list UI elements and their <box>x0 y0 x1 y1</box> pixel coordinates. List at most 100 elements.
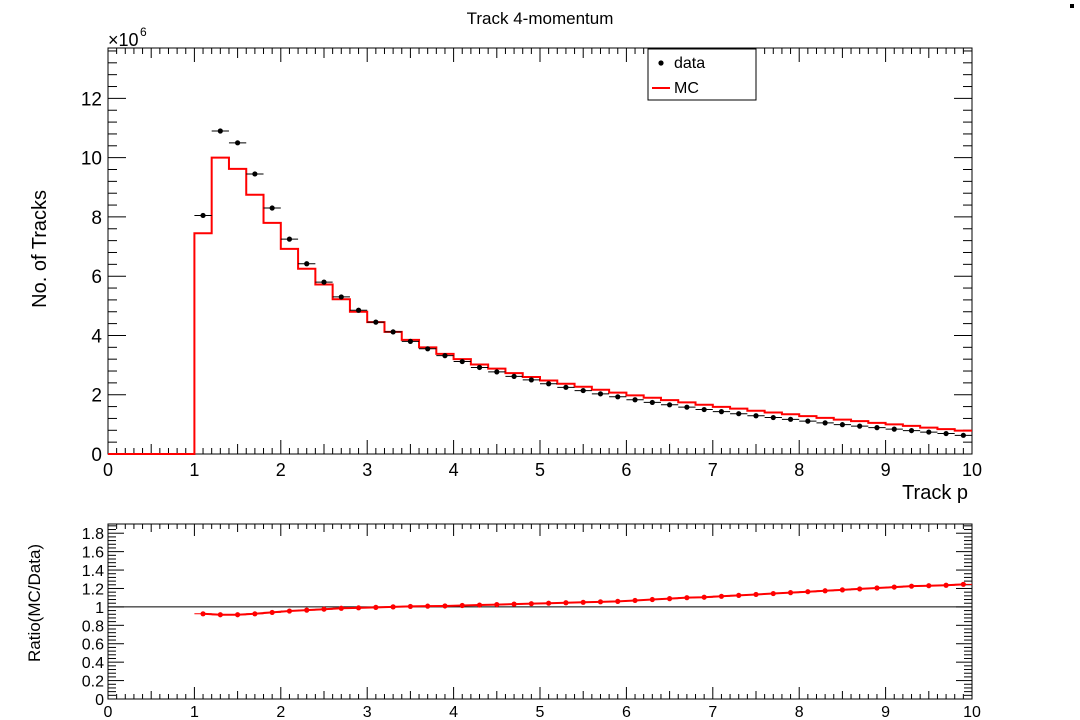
ratio-point <box>563 600 569 606</box>
data-point <box>684 404 690 410</box>
ratio-panel: Ratio(MC/Data) 0 1 2 3 4 5 6 7 8 9 10 00.2 0.40.6 0.8… <box>25 523 981 720</box>
data-point <box>874 425 880 431</box>
data-point <box>304 261 310 267</box>
data-point <box>753 413 759 419</box>
data-point <box>511 373 517 379</box>
x-tick-label: 1 <box>189 460 199 480</box>
y-tick-label: 0 <box>91 445 102 466</box>
ratio-point <box>511 601 517 607</box>
ratio-y-tick-label: 0.2 <box>82 674 104 691</box>
ratio-point <box>235 612 241 618</box>
data-point <box>736 411 742 417</box>
legend: data MC <box>647 48 757 101</box>
ratio-point <box>684 595 690 601</box>
y-tick-label: 8 <box>91 208 102 229</box>
data-point <box>908 427 915 434</box>
ratio-point <box>252 611 258 617</box>
x-tick-label: 5 <box>535 460 545 480</box>
data-point <box>667 402 673 408</box>
data-point <box>200 212 206 219</box>
ratio-x-tick-label: 4 <box>449 704 458 720</box>
data-points <box>194 128 972 438</box>
ratio-x-tick-label: 2 <box>276 704 285 720</box>
data-point <box>217 128 223 134</box>
data-point <box>718 409 725 415</box>
ratio-x-tick-label: 8 <box>795 704 804 720</box>
ratio-point <box>269 609 275 616</box>
ratio-x-tick-label: 6 <box>622 704 631 720</box>
ratio-point <box>908 583 915 589</box>
ratio-point <box>425 603 431 609</box>
data-point <box>286 236 293 242</box>
ratio-y-axis-label: Ratio(MC/Data) <box>25 544 44 662</box>
ratio-point <box>891 584 897 590</box>
ratio-point <box>321 606 327 612</box>
ratio-x-tick-label: 10 <box>963 704 981 720</box>
ratio-x-tick-label: 3 <box>363 704 372 720</box>
mc-step-line <box>108 156 972 455</box>
data-point <box>649 399 655 406</box>
ratio-point <box>390 604 396 610</box>
ratio-x-tick-label: 0 <box>104 704 113 720</box>
ratio-point <box>373 604 379 610</box>
ratio-point <box>459 602 465 609</box>
y-tick-label: 10 <box>81 149 102 170</box>
y-axis-label: No. of Tracks <box>29 190 51 308</box>
ratio-point <box>615 598 621 604</box>
x-tick-label: 2 <box>276 460 286 480</box>
x-tick-label: 8 <box>794 460 804 480</box>
ratio-x-tick-label: 5 <box>536 704 545 720</box>
data-point <box>926 429 932 435</box>
x-axis-label: Track p <box>902 482 968 504</box>
ratio-point <box>286 608 293 614</box>
data-point <box>615 394 621 400</box>
ratio-y-tick-label: 1.8 <box>82 526 104 543</box>
y-axis-multiplier-exponent: 6 <box>140 25 147 39</box>
ratio-y-tick-label: 1.6 <box>82 545 104 562</box>
ratio-point <box>546 600 552 606</box>
legend-entry-mc: MC <box>674 80 699 97</box>
ratio-point <box>580 599 586 605</box>
ratio-point <box>338 605 344 611</box>
data-point <box>822 420 828 426</box>
main-histogram-panel: Track 4-momentum ×10 6 No. of Tracks Tra… <box>29 9 982 504</box>
ratio-point <box>822 588 828 594</box>
ratio-point <box>597 599 604 605</box>
ratio-point <box>874 585 880 591</box>
ratio-point <box>736 592 742 598</box>
ratio-x-tick-label: 9 <box>881 704 890 720</box>
data-point <box>321 279 327 285</box>
ratio-point <box>304 607 310 613</box>
ratio-point <box>217 612 223 618</box>
ratio-point <box>528 601 534 607</box>
ratio-point <box>407 603 413 610</box>
x-tick-label: 7 <box>708 460 718 480</box>
legend-entry-data: data <box>674 55 705 72</box>
data-point <box>355 307 362 313</box>
data-point <box>857 423 863 429</box>
x-tick-label: 10 <box>962 460 982 480</box>
ratio-y-tick-label: 0 <box>95 692 104 709</box>
ratio-point <box>476 602 483 608</box>
data-point <box>580 387 586 394</box>
x-tick-label: 6 <box>621 460 631 480</box>
y-tick-label: 6 <box>91 267 102 288</box>
data-point <box>494 369 500 375</box>
data-point <box>528 377 534 383</box>
ratio-point <box>200 611 206 617</box>
x-tick-label: 3 <box>362 460 372 480</box>
data-point <box>373 319 379 325</box>
ratio-point <box>442 603 448 609</box>
ratio-point <box>753 591 759 598</box>
data-point <box>960 432 966 438</box>
data-point <box>787 416 794 422</box>
ratio-x-tick-label: 7 <box>708 704 717 720</box>
ratio-point <box>718 593 725 599</box>
data-point <box>338 294 344 300</box>
data-point <box>269 205 275 211</box>
data-point <box>701 406 707 413</box>
ratio-point <box>649 596 655 603</box>
data-point <box>252 171 258 177</box>
